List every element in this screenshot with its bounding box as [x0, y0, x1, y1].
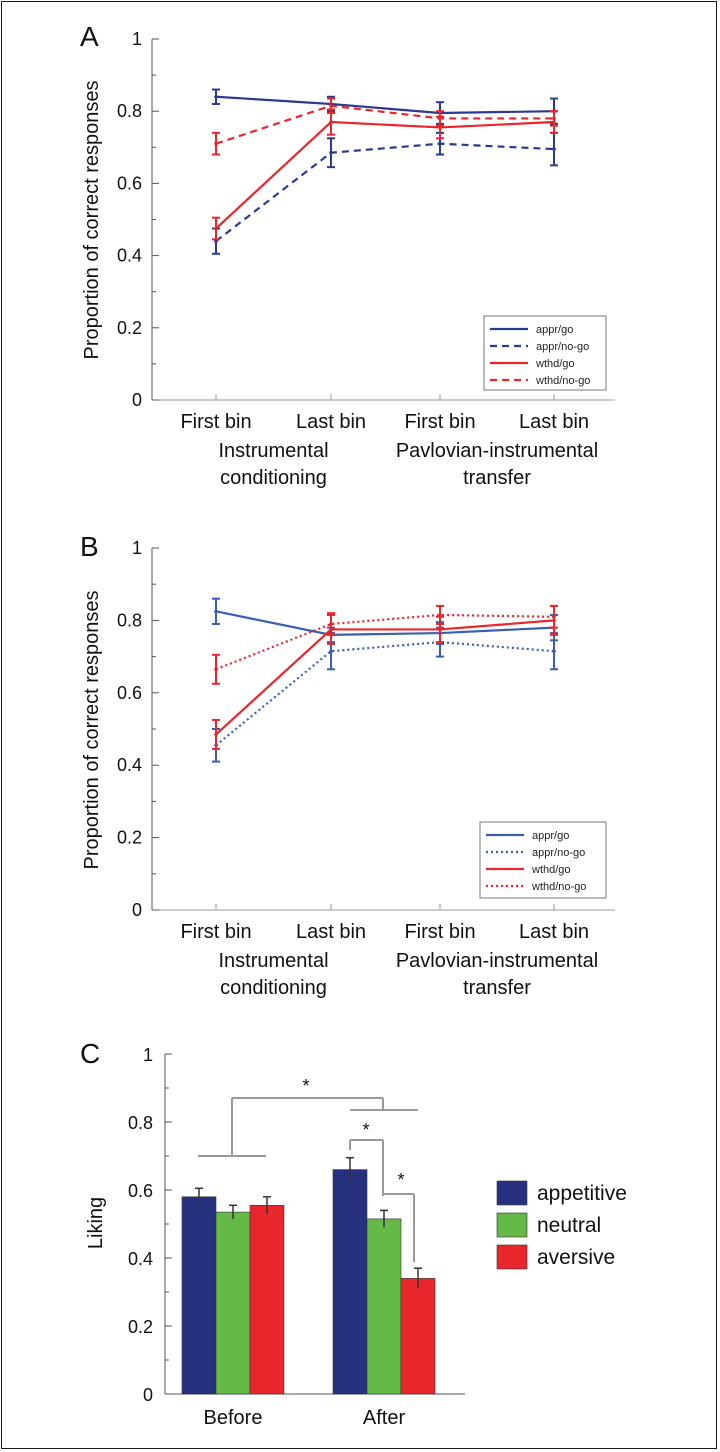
x-group-label: conditioning	[220, 977, 327, 999]
x-tick-label: First bin	[404, 411, 475, 433]
y-tick-label: 0.6	[117, 683, 142, 703]
data-point	[438, 141, 442, 146]
data-point	[329, 622, 333, 626]
legend-label: appr/go	[536, 324, 573, 336]
x-group-label: Instrumental	[218, 950, 328, 972]
y-tick-label: 0.2	[117, 828, 142, 848]
bar-neutral-after	[366, 1218, 402, 1395]
legend-swatch	[496, 1244, 528, 1270]
x-tick-label: Last bin	[296, 411, 366, 433]
x-tick-label: Last bin	[519, 411, 589, 433]
x-tick-label: Last bin	[519, 921, 589, 943]
data-point	[329, 103, 333, 108]
data-point	[329, 150, 333, 155]
panel-a-letter: A	[80, 21, 99, 52]
x-group-label: conditioning	[220, 467, 327, 489]
panel-c: C Liking 0 0.2 0.4 0.6 0.8 1 Before After * * * app…	[80, 1038, 627, 1429]
x-tick-label: Before	[204, 1407, 263, 1429]
legend-label: appr/no-go	[532, 847, 585, 859]
bar-appetitive-after	[332, 1169, 368, 1395]
data-point	[438, 627, 442, 632]
legend-label: aversive	[537, 1246, 615, 1269]
panel-b-ylabel: Proportion of correct responses	[81, 590, 103, 869]
series-line-appr-go	[215, 610, 555, 636]
x-tick-label: Last bin	[296, 921, 366, 943]
legend-label: wthd/no-go	[531, 881, 586, 893]
x-tick-label: After	[363, 1407, 406, 1429]
y-tick-label: 0.6	[128, 1181, 153, 1201]
significance-star: *	[397, 1170, 404, 1190]
bar-aversive-after	[400, 1278, 436, 1395]
legend-label: neutral	[537, 1214, 601, 1237]
x-group-label: transfer	[463, 977, 531, 999]
y-tick-label: 0.2	[128, 1317, 153, 1337]
y-tick-label: 0.8	[117, 101, 142, 121]
data-point	[438, 613, 442, 617]
panel-b-letter: B	[80, 531, 99, 562]
x-tick-label: First bin	[180, 921, 251, 943]
legend-label: wthd/go	[535, 358, 575, 370]
legend-label: appr/go	[532, 830, 569, 842]
x-tick-label: First bin	[404, 921, 475, 943]
x-tick-label: First bin	[180, 411, 251, 433]
y-tick-label: 0	[132, 900, 142, 920]
y-tick-label: 1	[143, 1045, 153, 1065]
y-tick-label: 0.8	[128, 1113, 153, 1133]
panel-c-letter: C	[80, 1038, 100, 1069]
panel-a: A Proportion of correct responses 0 0.2 0.…	[80, 21, 615, 489]
x-group-label: transfer	[463, 467, 531, 489]
y-tick-label: 1	[132, 538, 142, 558]
series-line-appr-no-go	[215, 641, 555, 747]
y-tick-label: 0.8	[117, 610, 142, 630]
data-point	[552, 649, 556, 653]
series-line-wthd-no-go	[215, 613, 555, 671]
y-tick-label: 0.4	[117, 246, 142, 266]
data-point	[438, 116, 442, 121]
data-point	[552, 116, 556, 121]
legend-label: wthd/no-go	[535, 375, 590, 387]
y-tick-label: 0.2	[117, 318, 142, 338]
data-point	[214, 667, 218, 672]
y-tick-label: 0.4	[117, 755, 142, 775]
data-point	[214, 732, 218, 737]
series-line-wthd-no-go	[215, 104, 554, 145]
panel-a-ylabel: Proportion of correct responses	[81, 80, 103, 359]
x-group-label: Instrumental	[218, 440, 328, 462]
y-tick-label: 0	[143, 1385, 153, 1405]
legend-label: appr/no-go	[536, 341, 589, 353]
data-point	[214, 141, 218, 146]
x-group-label: Pavlovian-instrumental	[396, 950, 598, 972]
y-tick-label: 0	[132, 390, 142, 410]
series-line-appr-no-go	[215, 142, 555, 243]
legend-swatch	[496, 1212, 528, 1238]
legend-label: appetitive	[537, 1182, 627, 1205]
y-tick-label: 1	[132, 29, 142, 49]
data-point	[329, 120, 333, 124]
data-point	[214, 94, 218, 99]
bar-appetitive-before	[181, 1196, 217, 1395]
bar-neutral-before	[215, 1211, 251, 1395]
series-line-wthd-go	[215, 120, 555, 230]
data-point	[329, 649, 333, 653]
y-tick-label: 0.6	[117, 173, 142, 193]
x-group-label: Pavlovian-instrumental	[396, 440, 598, 462]
legend-label: wthd/go	[531, 864, 571, 876]
series-line-appr-go	[215, 95, 555, 115]
legend-swatch	[496, 1180, 528, 1206]
significance-star: *	[302, 1076, 309, 1096]
significance-star: *	[362, 1120, 369, 1140]
y-tick-label: 0.4	[128, 1249, 153, 1269]
data-point	[214, 609, 218, 614]
bar-aversive-before	[249, 1205, 285, 1395]
data-point	[552, 147, 556, 151]
series-line-wthd-go	[215, 619, 555, 736]
panel-b: B Proportion of correct responses 0 0.2 0.…	[80, 531, 615, 999]
data-point	[552, 614, 556, 619]
panel-c-ylabel: Liking	[85, 1197, 107, 1249]
data-point	[214, 226, 218, 231]
